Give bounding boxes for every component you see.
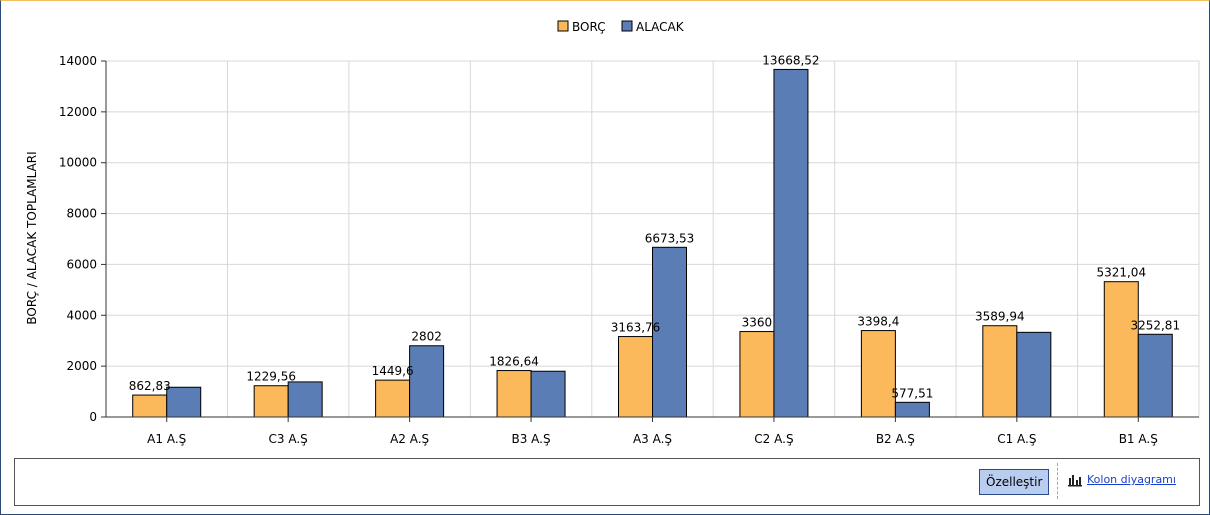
bar-borc [739, 331, 775, 418]
data-label-borc: 1826,64 [489, 355, 539, 369]
data-label-borc: 3398,4 [857, 315, 899, 329]
bar-alacak [166, 386, 202, 418]
x-tick-label: B3 A.Ş [511, 432, 550, 446]
legend-swatch [557, 20, 569, 32]
x-tick-label: C2 A.Ş [754, 432, 793, 446]
bar-borc [860, 330, 896, 418]
bar-alacak [409, 345, 445, 418]
bar-alacak [287, 381, 323, 418]
data-label-alacak: 13668,52 [762, 53, 819, 67]
y-tick-label: 6000 [66, 257, 97, 271]
x-tick-label: C1 A.Ş [997, 432, 1036, 446]
bar-borc [496, 370, 532, 418]
toolbar-divider [1057, 463, 1058, 499]
data-label-alacak: 6673,53 [645, 231, 695, 245]
bar-borc [982, 325, 1018, 418]
bar-alacak [1137, 333, 1173, 418]
bar-borc [1103, 281, 1139, 418]
bar-alacak [1016, 331, 1052, 418]
data-label-borc: 3163,76 [611, 321, 661, 335]
column-chart-link[interactable]: Kolon diyagramı [1087, 473, 1176, 486]
y-axis-title: BORÇ / ALACAK TOPLAMLARI [25, 151, 39, 324]
y-tick-label: 2000 [66, 359, 97, 373]
legend-label: BORÇ [572, 20, 606, 34]
chart-type-switch[interactable]: Kolon diyagramı [1067, 473, 1176, 487]
x-tick-label: A1 A.Ş [147, 432, 186, 446]
axes [101, 60, 1199, 422]
bar-borc [132, 394, 168, 418]
chart-toolbar: Özelleştir Kolon diyagramı [14, 458, 1200, 506]
y-tick-label: 4000 [66, 308, 97, 322]
customize-button[interactable]: Özelleştir [979, 469, 1050, 495]
bar-borc [253, 385, 289, 418]
legend: BORÇ ALACAK [557, 20, 685, 34]
legend-label: ALACAK [636, 20, 685, 34]
y-tick-label: 8000 [66, 207, 97, 221]
y-tick-label: 14000 [59, 54, 97, 68]
legend-swatch [621, 20, 633, 32]
x-tick-label: A3 A.Ş [633, 432, 672, 446]
bar-chart: 0 2000 4000 6000 8000 10000 12000 14000 A1 A.Ş 86… [25, 20, 1200, 446]
data-label-alacak: 3252,81 [1130, 318, 1180, 332]
column-chart-icon [1068, 475, 1082, 487]
bar-borc [618, 336, 653, 418]
y-tick-label: 0 [89, 410, 97, 424]
data-label-borc: 1229,56 [246, 370, 296, 384]
data-label-borc: 862,83 [129, 379, 171, 393]
labels: 0 2000 4000 6000 8000 10000 12000 14000 A1 A.Ş 86… [59, 53, 1180, 446]
data-label-borc: 3589,94 [975, 310, 1025, 324]
data-label-alacak: 577,51 [891, 386, 933, 400]
x-tick-label: A2 A.Ş [390, 432, 429, 446]
x-tick-label: B2 A.Ş [876, 432, 915, 446]
x-tick-label: C3 A.Ş [269, 432, 308, 446]
y-tick-label: 12000 [59, 105, 97, 119]
data-label-borc: 5321,04 [1096, 266, 1146, 280]
bar-borc [375, 379, 411, 418]
y-tick-label: 10000 [59, 156, 97, 170]
bar-alacak [773, 68, 809, 418]
data-label-borc: 3360 [742, 316, 773, 330]
bars [132, 68, 1173, 418]
bar-alacak [894, 401, 930, 418]
x-tick-label: B1 A.Ş [1119, 432, 1158, 446]
data-label-borc: 1449,6 [372, 364, 414, 378]
data-label-alacak: 2802 [411, 330, 442, 344]
bar-alacak [530, 370, 566, 418]
grid-lines [106, 60, 1200, 418]
